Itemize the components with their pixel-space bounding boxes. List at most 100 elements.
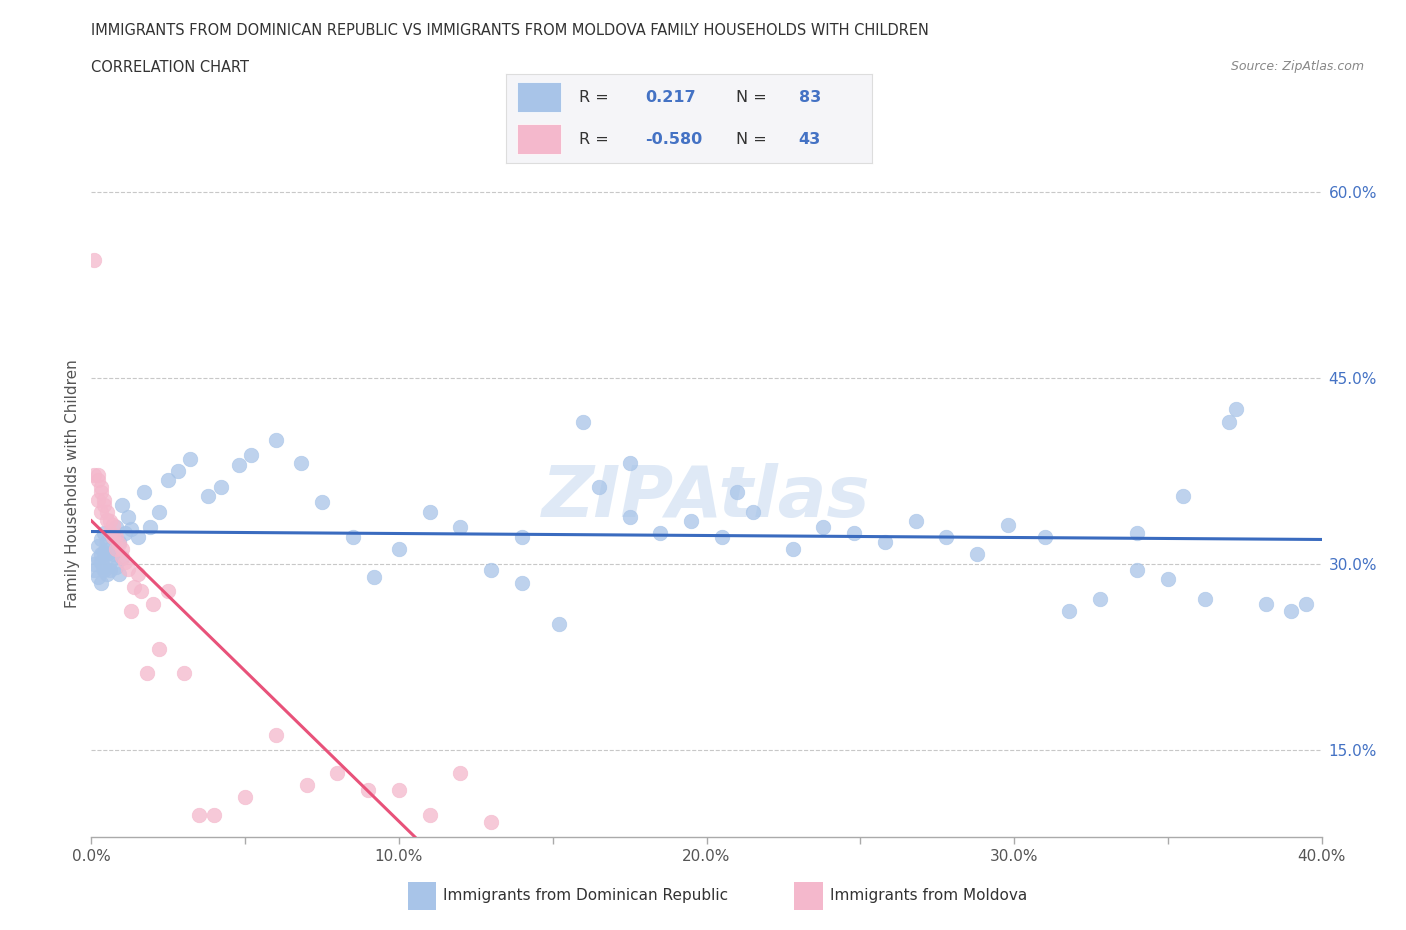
Point bbox=[90, 576, 112, 591]
Point bbox=[93, 498, 115, 512]
Point bbox=[449, 520, 471, 535]
Point bbox=[813, 520, 835, 535]
Point bbox=[966, 547, 988, 562]
Point bbox=[105, 559, 127, 574]
Point bbox=[83, 468, 105, 483]
Point bbox=[86, 468, 108, 483]
Point bbox=[90, 485, 112, 499]
Y-axis label: Family Households with Children: Family Households with Children bbox=[65, 359, 80, 608]
Point bbox=[101, 517, 124, 532]
Point bbox=[96, 547, 118, 562]
Point bbox=[1157, 572, 1180, 587]
Point bbox=[101, 529, 124, 544]
Point bbox=[117, 510, 139, 525]
Point bbox=[148, 641, 170, 656]
Point bbox=[1126, 563, 1149, 578]
Point bbox=[741, 505, 763, 520]
Point bbox=[111, 550, 134, 565]
Point bbox=[93, 544, 115, 559]
Point bbox=[120, 604, 142, 618]
Point bbox=[90, 532, 112, 547]
Text: 0.217: 0.217 bbox=[645, 90, 696, 105]
Text: R =: R = bbox=[579, 132, 614, 147]
Point bbox=[124, 579, 146, 594]
Point bbox=[114, 525, 136, 540]
Point bbox=[202, 807, 225, 822]
Point bbox=[96, 535, 118, 550]
Point bbox=[132, 485, 155, 499]
Point bbox=[1218, 414, 1240, 429]
Bar bbox=[517, 83, 561, 113]
Point bbox=[120, 522, 142, 537]
Point bbox=[388, 542, 411, 557]
Point bbox=[935, 529, 957, 544]
Point bbox=[142, 596, 165, 611]
Point bbox=[108, 566, 131, 581]
Point bbox=[101, 529, 124, 544]
Point bbox=[83, 253, 105, 268]
Point bbox=[105, 520, 127, 535]
Point bbox=[83, 563, 105, 578]
Point bbox=[98, 554, 121, 569]
Point bbox=[363, 569, 385, 584]
Point bbox=[111, 498, 134, 512]
Text: N =: N = bbox=[737, 90, 772, 105]
Point bbox=[86, 551, 108, 565]
Point bbox=[108, 535, 131, 550]
Point bbox=[111, 542, 134, 557]
Point bbox=[1256, 596, 1278, 611]
Point bbox=[710, 529, 733, 544]
Point bbox=[588, 480, 610, 495]
Point bbox=[93, 559, 115, 574]
Point bbox=[619, 455, 641, 470]
Point bbox=[114, 554, 136, 569]
Point bbox=[681, 513, 703, 528]
Point bbox=[1279, 604, 1302, 618]
Point bbox=[197, 488, 219, 503]
Point bbox=[188, 807, 211, 822]
Point bbox=[1194, 591, 1216, 606]
Point bbox=[326, 765, 349, 780]
Point bbox=[148, 505, 170, 520]
Point bbox=[233, 790, 256, 804]
Point bbox=[725, 485, 748, 499]
Point bbox=[572, 414, 595, 429]
Point bbox=[117, 562, 139, 577]
Point bbox=[86, 492, 108, 507]
Point bbox=[357, 782, 380, 797]
Point bbox=[83, 557, 105, 572]
Point bbox=[135, 666, 157, 681]
Text: Immigrants from Moldova: Immigrants from Moldova bbox=[830, 888, 1026, 903]
Text: IMMIGRANTS FROM DOMINICAN REPUBLIC VS IMMIGRANTS FROM MOLDOVA FAMILY HOUSEHOLDS : IMMIGRANTS FROM DOMINICAN REPUBLIC VS IM… bbox=[91, 23, 929, 38]
Point bbox=[90, 480, 112, 495]
Point bbox=[619, 510, 641, 525]
Point bbox=[90, 554, 112, 569]
Point bbox=[101, 547, 124, 562]
Point bbox=[166, 464, 188, 479]
Point bbox=[173, 666, 195, 681]
Point bbox=[98, 513, 121, 528]
Point bbox=[96, 505, 118, 520]
Point bbox=[96, 512, 118, 527]
Point bbox=[179, 451, 201, 466]
Text: Source: ZipAtlas.com: Source: ZipAtlas.com bbox=[1230, 60, 1364, 73]
Point bbox=[93, 525, 115, 540]
Point bbox=[129, 584, 152, 599]
Point bbox=[209, 480, 232, 495]
Text: CORRELATION CHART: CORRELATION CHART bbox=[91, 60, 249, 75]
Point bbox=[479, 815, 502, 830]
Point bbox=[419, 807, 441, 822]
Point bbox=[388, 782, 411, 797]
Point bbox=[139, 520, 162, 535]
Point bbox=[98, 563, 121, 578]
Point bbox=[479, 563, 502, 578]
Text: ZIPAtlas: ZIPAtlas bbox=[543, 463, 870, 532]
Text: 43: 43 bbox=[799, 132, 821, 147]
Point bbox=[264, 432, 287, 447]
Point bbox=[86, 569, 108, 584]
Point bbox=[295, 777, 318, 792]
Point bbox=[1225, 402, 1247, 417]
Point bbox=[105, 542, 127, 557]
Text: R =: R = bbox=[579, 90, 614, 105]
Point bbox=[98, 525, 121, 539]
